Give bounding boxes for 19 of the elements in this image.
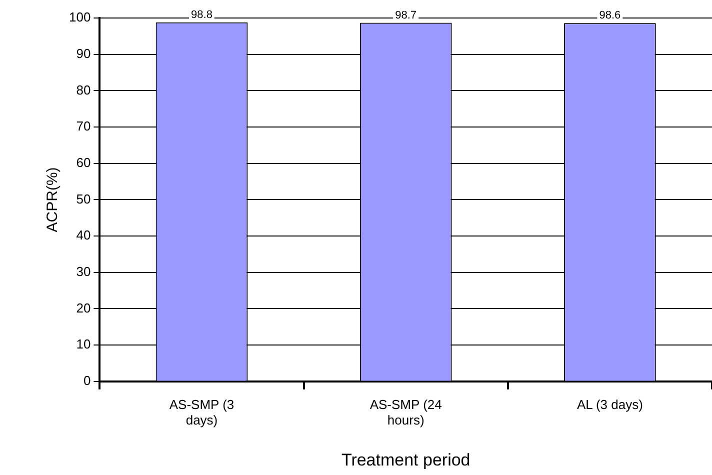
y-axis-title: ACPR(%) bbox=[44, 167, 62, 232]
data-label: 98.7 bbox=[395, 9, 417, 22]
data-label: 98.6 bbox=[599, 10, 621, 22]
y-tick-label: 50 bbox=[76, 191, 91, 206]
y-tick-label: 0 bbox=[83, 372, 91, 388]
y-tick-label: 100 bbox=[68, 10, 91, 25]
y-tick-label: 90 bbox=[76, 46, 91, 61]
x-tick-label: AS-SMP (24 hours) bbox=[370, 396, 442, 428]
y-tick-label: 10 bbox=[76, 336, 91, 352]
y-tick-label: 30 bbox=[76, 264, 91, 279]
x-axis-title: Treatment period bbox=[341, 450, 470, 470]
x-tick-label: AS-SMP (3 days) bbox=[169, 396, 234, 428]
data-label: 98.8 bbox=[191, 8, 212, 21]
y-tick-label: 80 bbox=[76, 82, 91, 98]
y-tick-label: 70 bbox=[76, 118, 91, 134]
y-tick-label: 20 bbox=[76, 300, 91, 316]
x-tick-label: AL (3 days) bbox=[576, 396, 643, 412]
y-tick-label: 60 bbox=[76, 154, 91, 170]
y-tick-label: 40 bbox=[76, 228, 91, 243]
